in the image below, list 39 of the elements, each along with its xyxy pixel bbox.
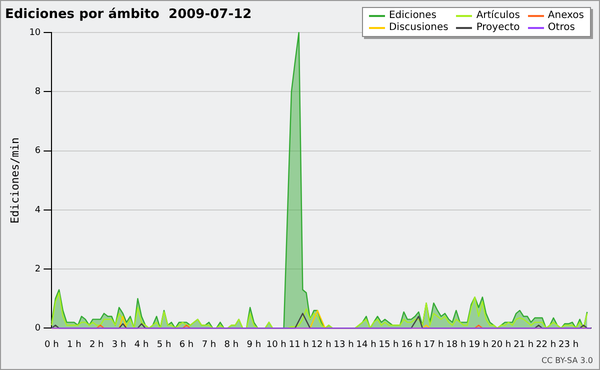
legend-label: Discusiones (388, 22, 448, 34)
x-tick-label: 13 h (334, 340, 354, 350)
y-tick-label: 2 (34, 264, 41, 274)
x-tick-label: 4 h (134, 340, 149, 350)
x-tick-label: 5 h (156, 340, 172, 350)
y-tick-label: 10 (29, 28, 41, 38)
x-tick-label: 12 h (311, 340, 332, 350)
x-tick-label: 7 h (202, 340, 216, 350)
y-tick-label: 8 (34, 87, 41, 98)
x-tick-label: 3 h (112, 340, 126, 350)
x-tick-label: 22 h (536, 340, 556, 350)
legend-label: Artículos (476, 10, 520, 22)
x-tick-label: 0 h (44, 340, 59, 350)
x-tick-label: 21 h (514, 340, 534, 350)
x-tick-label: 15 h (378, 340, 399, 350)
x-tick-label: 6 h (179, 340, 194, 350)
x-tick-label: 16 h (401, 340, 422, 350)
legend-label: Anexos (548, 10, 584, 22)
x-tick-label: 18 h (446, 340, 466, 350)
x-tick-label: 9 h (246, 340, 262, 350)
x-tick-label: 8 h (224, 340, 239, 350)
x-tick-label: 23 h (558, 340, 579, 350)
x-tick-label: 17 h (424, 340, 444, 350)
x-tick-label: 10 h (266, 340, 286, 350)
text: CC BY-SA 3.0 (541, 356, 593, 365)
legend-label: Otros (548, 22, 575, 34)
y-tick-label: 6 (34, 146, 41, 156)
legend-label: Proyecto (476, 22, 520, 34)
x-tick-label: 19 h (468, 340, 489, 350)
chart-title: Ediciones por ámbito 2009-07-12 (5, 7, 252, 22)
x-tick-label: 20 h (491, 340, 512, 350)
legend-label: Ediciones (388, 10, 437, 22)
x-tick-label: 2 h (89, 340, 104, 350)
y-tick-label: 0 (34, 324, 41, 334)
x-tick-label: 14 h (356, 340, 376, 350)
y-tick-label: 4 (34, 205, 41, 216)
x-tick-label: 1 h (66, 340, 82, 350)
y-axis-title: Ediciones/min (8, 137, 22, 224)
x-tick-label: 11 h (288, 340, 309, 350)
